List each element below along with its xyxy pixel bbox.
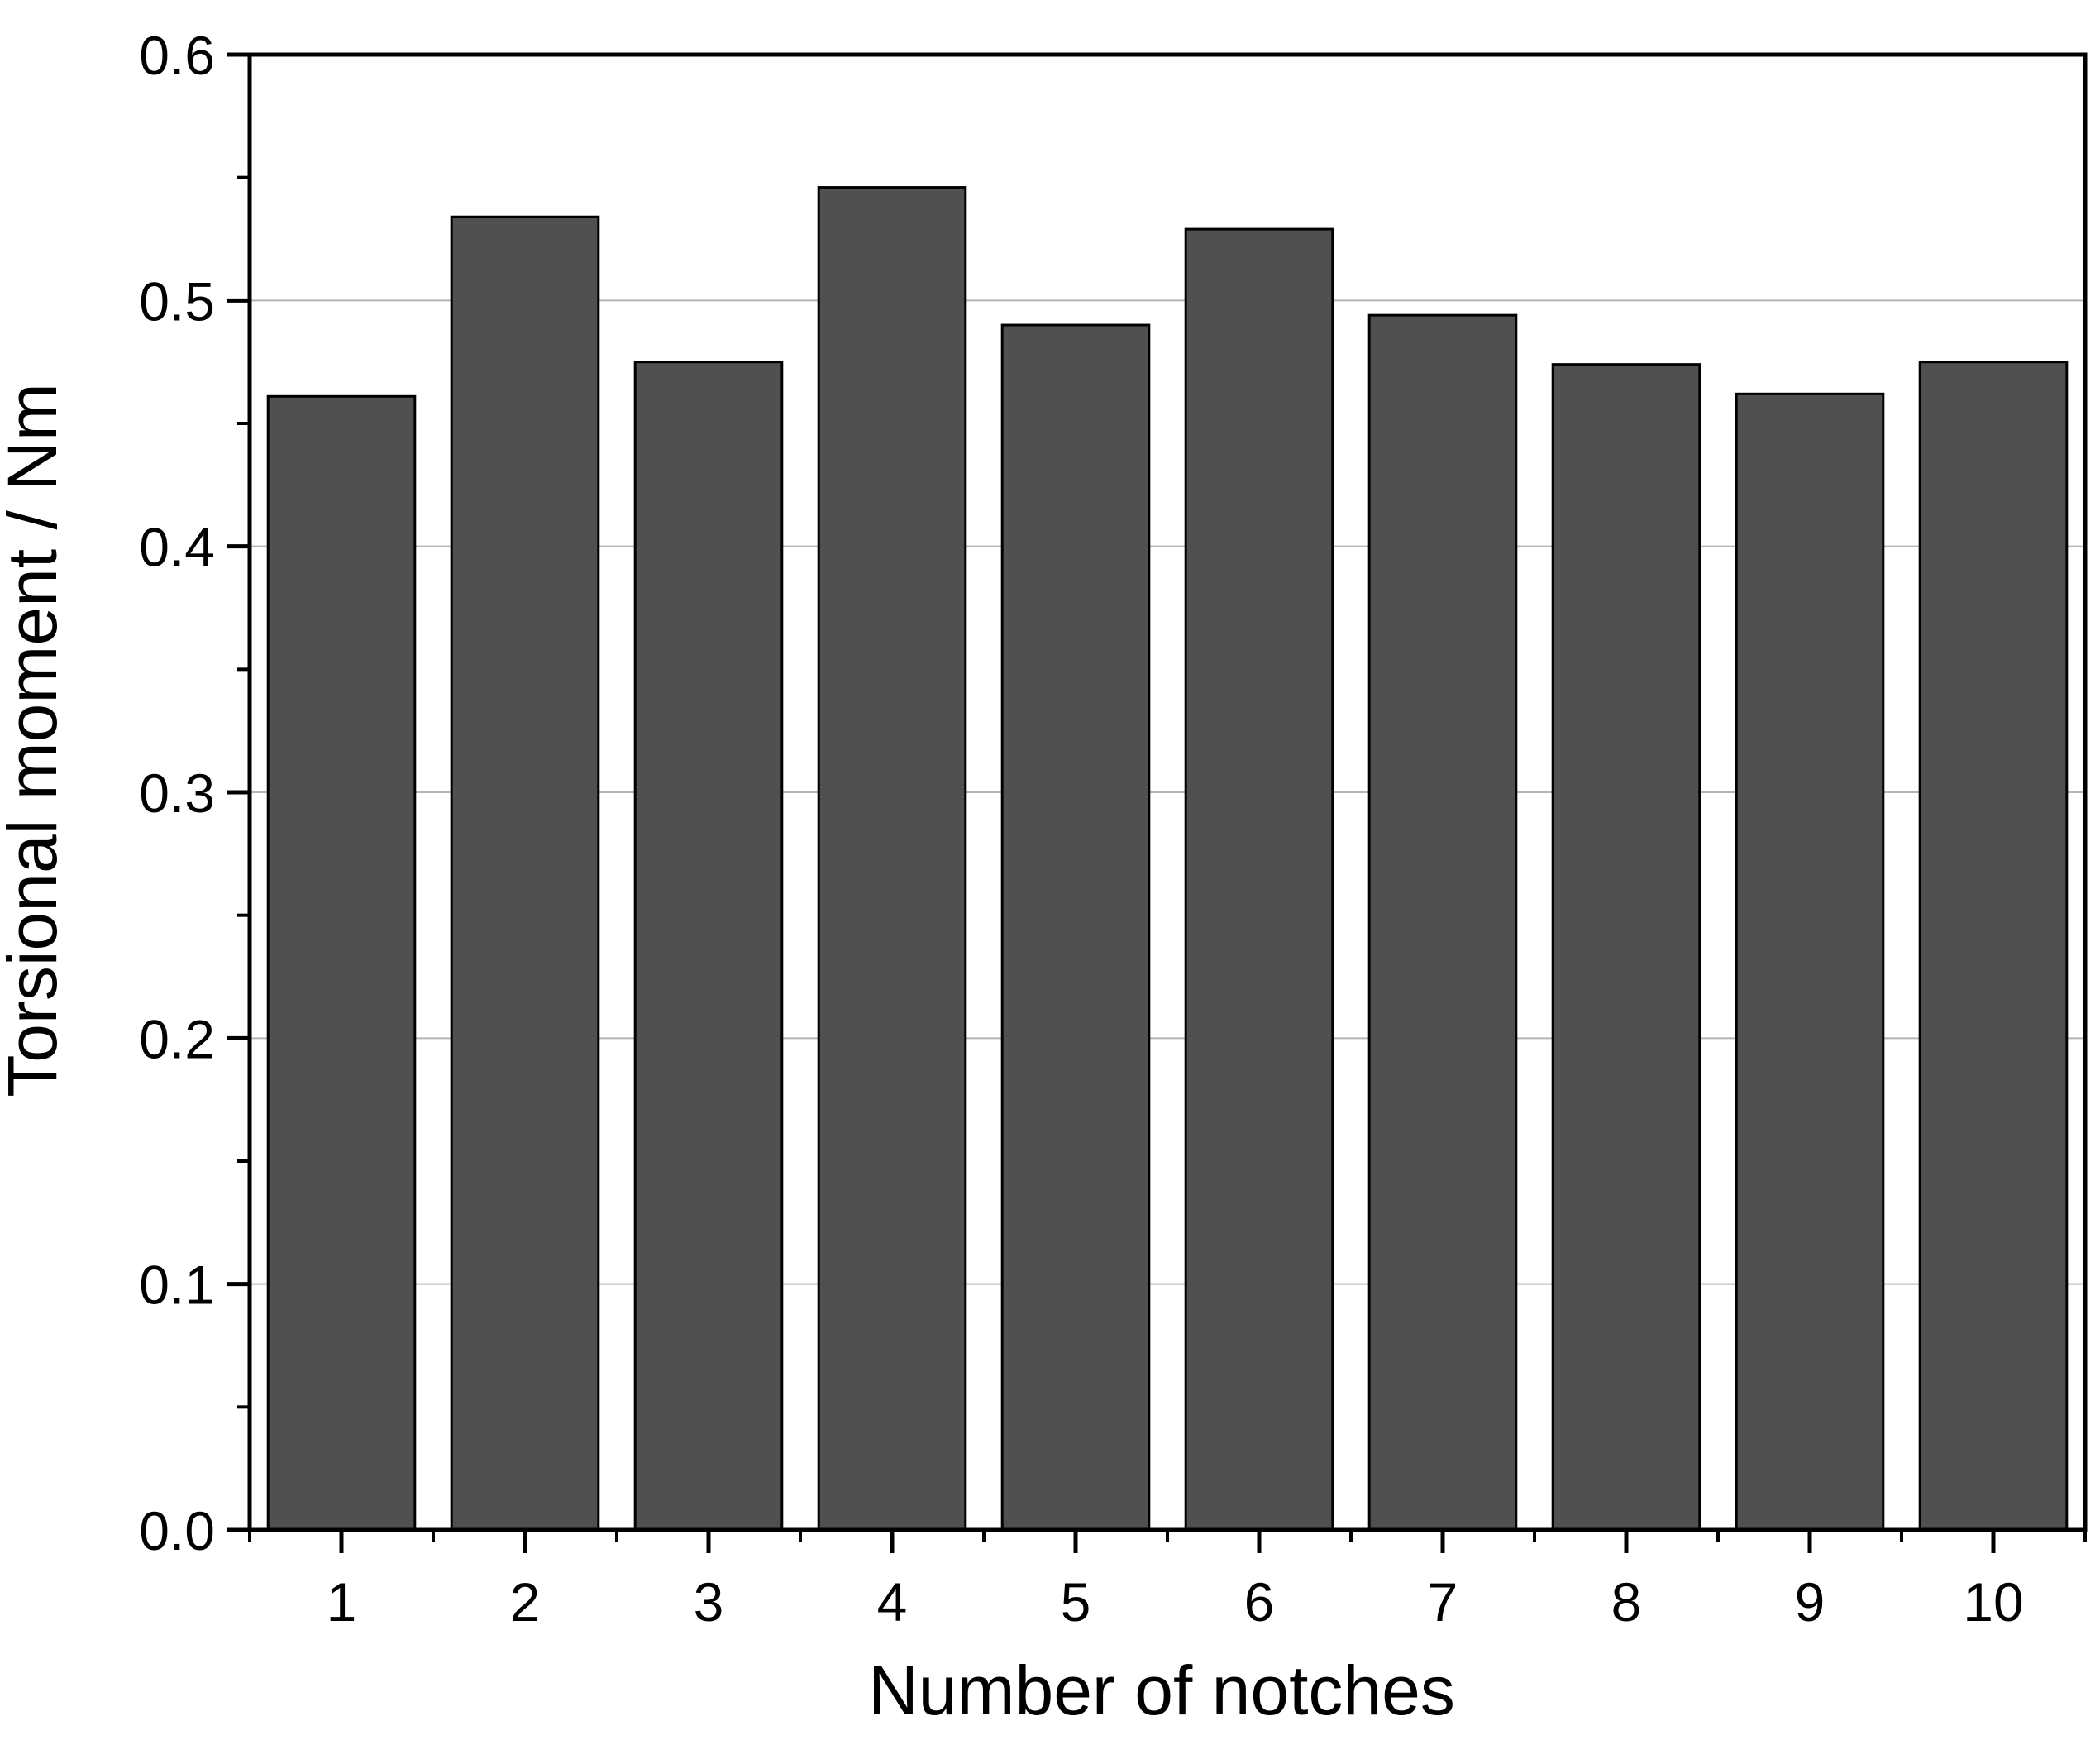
bar-7 bbox=[1367, 313, 1518, 1532]
x-axis-title: Number of notches bbox=[868, 1652, 1455, 1729]
x-tick-label-4: 4 bbox=[877, 1571, 908, 1633]
x-tick-label-3: 3 bbox=[694, 1571, 724, 1633]
axes bbox=[227, 52, 2088, 1553]
bar-2 bbox=[450, 215, 600, 1532]
y-tick-label-2: 0.2 bbox=[139, 1008, 215, 1069]
tick-labels: 0.0 0.1 0.2 0.3 0.4 0.5 0.6 1 2 3 4 5 6 7 8 9 10 bbox=[139, 25, 2023, 1633]
bar-6 bbox=[1184, 227, 1334, 1532]
bar-5 bbox=[1000, 323, 1151, 1532]
x-tick-label-2: 2 bbox=[510, 1571, 541, 1633]
y-tick-label-4: 0.4 bbox=[139, 517, 215, 578]
y-tick-label-5: 0.5 bbox=[139, 270, 215, 332]
y-tick-label-6: 0.6 bbox=[139, 25, 215, 86]
bar-3 bbox=[633, 361, 784, 1532]
y-tick-label-1: 0.1 bbox=[139, 1255, 215, 1316]
y-tick-label-3: 0.3 bbox=[139, 762, 215, 824]
x-tick-label-8: 8 bbox=[1611, 1571, 1642, 1633]
x-tick-label-7: 7 bbox=[1428, 1571, 1458, 1633]
bar-10 bbox=[1918, 361, 2069, 1532]
x-tick-label-10: 10 bbox=[1963, 1571, 2023, 1633]
x-tick-label-5: 5 bbox=[1061, 1571, 1091, 1633]
bar-1 bbox=[266, 394, 417, 1532]
bar-8 bbox=[1551, 363, 1701, 1532]
x-tick-label-6: 6 bbox=[1244, 1571, 1275, 1633]
bar-9 bbox=[1735, 392, 1885, 1532]
x-tick-label-1: 1 bbox=[327, 1571, 357, 1633]
bar-4 bbox=[817, 186, 967, 1532]
bars bbox=[266, 186, 2069, 1532]
y-axis-title: Torsional moment / Nm bbox=[0, 383, 71, 1097]
y-tick-label-0: 0.0 bbox=[139, 1500, 215, 1561]
x-tick-label-9: 9 bbox=[1795, 1571, 1826, 1633]
